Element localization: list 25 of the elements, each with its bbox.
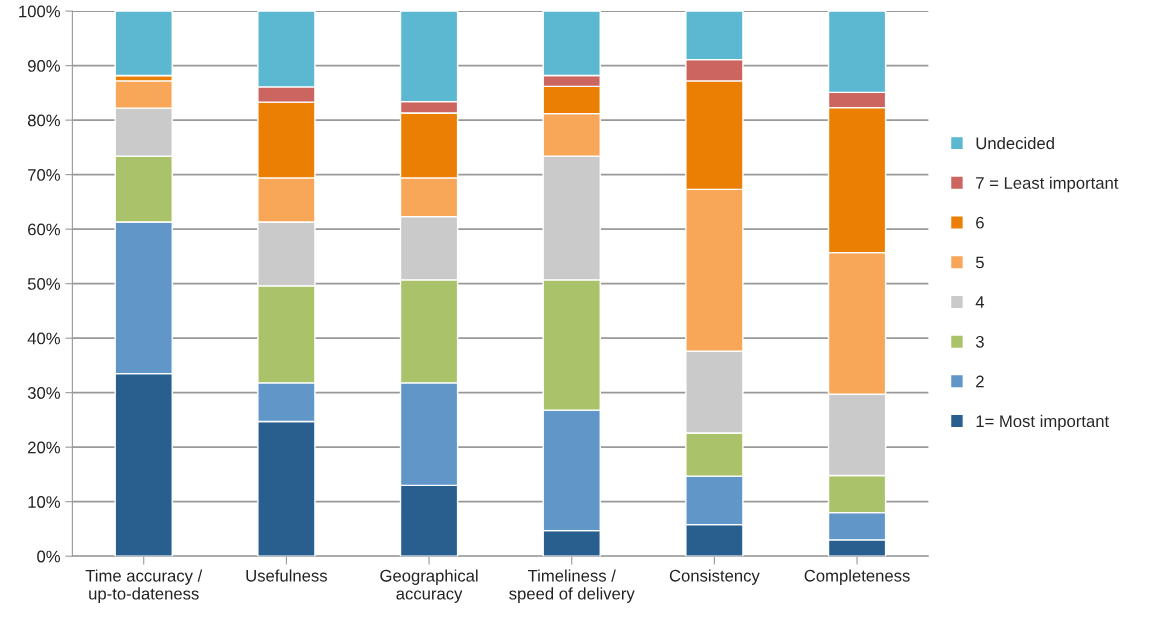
y-tick-label: 40% [27,332,60,345]
legend-label: 1= Most important [976,414,1110,431]
x-tick-label: Usefulness [246,569,328,582]
legend-label: 6 [976,216,984,229]
legend-label: 2 [976,375,984,388]
y-tick-label: 60% [28,223,60,236]
y-tick-label: 90% [28,60,60,72]
legend-label: Undecided [976,136,1054,150]
y-tick-label: 10% [28,496,60,508]
x-tick-label: Timeliness / speed of delivery [509,569,635,603]
legend-label: 5 [975,256,984,269]
y-tick-label: 20% [28,441,60,454]
y-tick-label: 70% [28,169,60,181]
legend-label: 3 [975,335,984,348]
x-tick-label: Completeness [804,569,910,585]
y-tick-label: 30% [27,387,60,399]
x-tick-label: Geographical accuracy [380,569,478,603]
y-tick-label: 0% [37,550,60,563]
y-tick-label: 80% [27,114,60,127]
y-tick-label: 50% [27,278,60,290]
x-tick-label: Consistency [669,569,760,585]
x-tick-label: Time accuracy / up-to-dateness [85,569,203,603]
y-tick-label: 100% [19,5,60,18]
legend-label: 7 = Least important [976,176,1119,193]
legend-label: 4 [975,296,985,308]
